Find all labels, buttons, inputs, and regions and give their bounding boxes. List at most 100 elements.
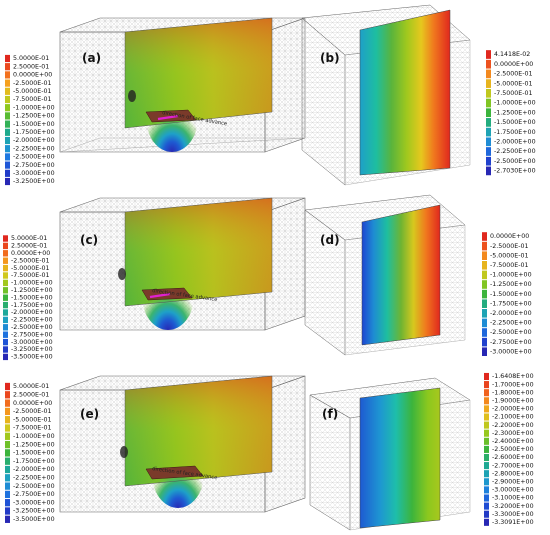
legend-label: -1.2500E+00 [11, 287, 53, 294]
legend-swatch [484, 429, 489, 437]
legend-swatch [484, 389, 489, 397]
legend-label: -2.5000E-01 [13, 408, 52, 415]
legend-swatch [5, 145, 10, 153]
legend-swatch [5, 507, 10, 515]
legend-label: -2.5000E-01 [490, 243, 529, 250]
legend-swatch [5, 161, 10, 169]
legend-swatch [484, 397, 489, 405]
legend-swatch [3, 338, 8, 346]
legend-a: 5.0000E-012.5000E-01 0.0000E+00-2.5000E-0… [5, 54, 55, 186]
contour-face-e [124, 375, 273, 508]
legend-label: -5.0000E-01 [494, 80, 533, 87]
legend-label: -5.0000E-01 [13, 416, 52, 423]
legend-label: -1.0000E+00 [490, 272, 532, 279]
legend-swatch [484, 445, 489, 453]
legend-label: -3.2500E+00 [13, 178, 55, 185]
legend-label: -2.5000E+00 [490, 329, 532, 336]
legend-label: -7.5000E-01 [13, 96, 52, 103]
legend-label: -2.3000E+00 [492, 430, 534, 437]
legend-swatch [486, 137, 491, 147]
legend-swatch [3, 264, 8, 272]
advance-arrow-c [149, 292, 171, 299]
coal-panel-e [145, 465, 204, 480]
legend-label: -7.5000E-01 [13, 425, 52, 432]
legend-label: 0.0000E+00 [494, 61, 533, 68]
legend-swatch [486, 147, 491, 156]
legend-label: 0.0000E+00 [11, 250, 50, 257]
legend-swatch [486, 166, 491, 176]
legend-swatch [3, 353, 8, 361]
panel-label-f: (f) [322, 407, 338, 421]
legend-label: -3.0000E+00 [490, 348, 532, 355]
legend-label: -2.0000E+00 [492, 406, 534, 413]
legend-label: -2.7030E+00 [494, 168, 536, 175]
legend-label: -2.5000E-01 [11, 257, 50, 264]
legend-label: -5.0000E-01 [490, 252, 529, 259]
legend-swatch [3, 242, 8, 250]
legend-swatch [484, 494, 489, 502]
legend-label: -1.2500E+00 [13, 113, 55, 120]
legend-label: -2.6000E+00 [492, 454, 534, 461]
legend-swatch [3, 250, 8, 257]
legend-label: -1.7000E+00 [492, 381, 534, 388]
legend-swatch [482, 241, 487, 251]
legend-e: 5.0000E-01 2.5000E-010.0000E+00-2.5000E-0… [5, 382, 55, 523]
legend-swatch [5, 490, 10, 499]
panel-a: direction of face advance (a) 5.0000E-01… [5, 17, 306, 186]
legend-swatch [484, 462, 489, 470]
legend-label: -3.0000E+00 [11, 339, 53, 346]
roadway-c [118, 268, 126, 280]
legend-label: -2.7500E+00 [13, 162, 55, 169]
legend-label: -3.1000E+00 [492, 495, 534, 502]
contour-face-c [124, 197, 273, 330]
legend-swatch [3, 316, 8, 324]
legend-label: -1.0000E+00 [494, 100, 536, 107]
roadway-e [120, 446, 128, 458]
legend-swatch [5, 177, 10, 186]
legend-swatch [5, 112, 10, 120]
legend-swatch [484, 453, 489, 462]
legend-label: -2.5000E-01 [494, 71, 533, 78]
legend-swatch [5, 499, 10, 507]
legend-swatch [3, 294, 8, 301]
legend-swatch [5, 399, 10, 407]
legend-label: 5.0000E-01 [11, 235, 47, 242]
legend-swatch [5, 87, 10, 95]
contour-face-d [361, 204, 441, 346]
legend-swatch [5, 136, 10, 145]
legend-swatch [5, 104, 10, 112]
panel-label-a: (a) [82, 51, 101, 65]
legend-label: -2.8000E+00 [492, 470, 534, 477]
legend-swatch [486, 156, 491, 166]
legend-swatch [484, 405, 489, 413]
legend-swatch [3, 287, 8, 294]
legend-swatch [486, 79, 491, 88]
legend-label: -2.2500E+00 [11, 317, 53, 324]
legend-swatch [486, 118, 491, 127]
legend-label: -1.5000E+00 [494, 119, 536, 126]
legend-label: -3.5000E+00 [13, 516, 55, 523]
legend-label: -2.1000E+00 [492, 414, 534, 421]
legend-label: -2.0000E+00 [13, 466, 55, 473]
legend-swatch [3, 331, 8, 338]
legend-swatch [5, 128, 10, 136]
panel-b: (b) 4.1418E-02 0.0000E+00 -2.5000E-01 -5.00… [301, 4, 536, 186]
panel-e: direction of face advance (e) 5.0000E-01… [5, 375, 306, 523]
legend-swatch [482, 318, 487, 328]
legend-label: -2.2500E+00 [13, 475, 55, 482]
legend-swatch [5, 63, 10, 71]
legend-swatch [3, 279, 8, 287]
legend-swatch [5, 474, 10, 482]
legend-swatch [5, 95, 10, 104]
legend-swatch [5, 416, 10, 424]
legend-swatch [5, 71, 10, 79]
legend-swatch [5, 482, 10, 490]
legend-swatch [3, 324, 8, 331]
advance-arrow-a [157, 114, 179, 121]
legend-label: -2.9000E+00 [492, 479, 534, 486]
legend-swatch [482, 337, 487, 347]
legend-label: -2.0000E+00 [494, 139, 536, 146]
panel-c: direction of face advance (c) 5.0000E-01… [3, 197, 306, 361]
legend-swatch [482, 309, 487, 318]
